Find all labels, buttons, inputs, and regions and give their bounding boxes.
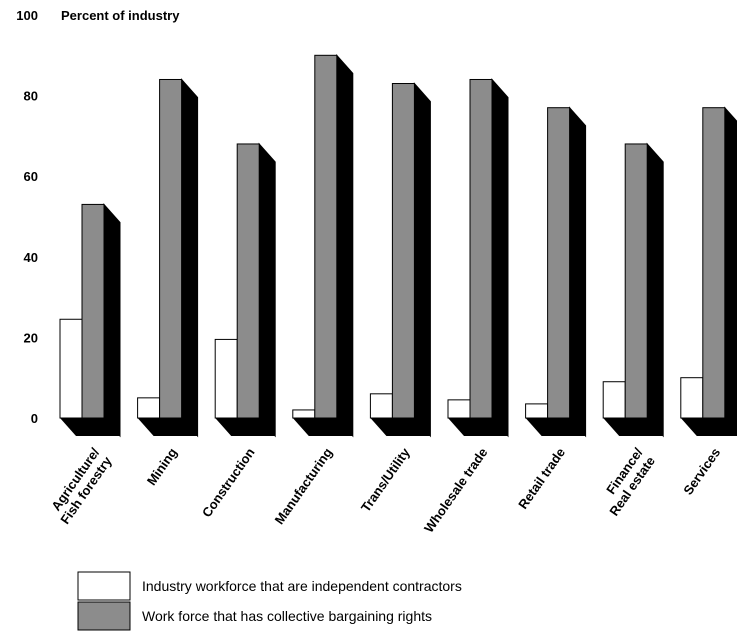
y-tick-label: 100 bbox=[16, 8, 38, 23]
bar-group bbox=[59, 203, 121, 438]
bar-floor-shadow bbox=[292, 418, 353, 436]
bar-collective-bargaining bbox=[159, 78, 183, 419]
category-label: Agriculture/Fish forestry bbox=[45, 444, 115, 526]
legend-item: Industry workforce that are independent … bbox=[77, 571, 462, 601]
category-label: Services bbox=[680, 445, 723, 497]
bar-floor-shadow bbox=[60, 418, 120, 436]
y-tick-label: 20 bbox=[24, 330, 38, 345]
y-axis-title: Percent of industry bbox=[61, 8, 180, 23]
bar-floor-shadow bbox=[370, 418, 431, 436]
category-label: Manufacturing bbox=[272, 445, 336, 527]
legend-item: Work force that has collective bargainin… bbox=[77, 601, 432, 631]
bar-floor-shadow bbox=[680, 418, 737, 436]
bar-side-shadow bbox=[336, 53, 354, 438]
legend-label: Work force that has collective bargainin… bbox=[142, 608, 432, 624]
bar-floor-shadow bbox=[525, 418, 586, 436]
bar-side-shadow bbox=[646, 142, 664, 438]
bar-collective-bargaining bbox=[547, 107, 571, 419]
bar-group bbox=[447, 78, 509, 438]
bar-side-shadow bbox=[181, 78, 199, 438]
y-axis: 0 20 40 60 80 100 Percent of industry bbox=[16, 8, 180, 426]
bar-collective-bargaining bbox=[314, 54, 338, 419]
bar-independent-contractors bbox=[137, 397, 161, 419]
bar-collective-bargaining bbox=[391, 83, 415, 419]
bar-side-shadow bbox=[258, 142, 276, 438]
bar-group bbox=[680, 106, 737, 436]
y-tick-label: 80 bbox=[24, 89, 38, 104]
bar-independent-contractors bbox=[292, 409, 316, 419]
category-label: Construction bbox=[199, 445, 258, 520]
category-label: Trans/Utility bbox=[358, 444, 413, 514]
bar-independent-contractors bbox=[214, 338, 238, 419]
bar-independent-contractors bbox=[369, 393, 393, 419]
bar-independent-contractors bbox=[59, 318, 83, 419]
bar-group bbox=[137, 78, 199, 438]
bar-side-shadow bbox=[569, 106, 587, 438]
bar-group bbox=[525, 106, 587, 438]
category-label: Wholesale trade bbox=[421, 445, 490, 535]
bar-collective-bargaining bbox=[469, 78, 493, 419]
bar-collective-bargaining bbox=[236, 143, 260, 419]
category-labels: Agriculture/Fish forestry Mining Construct… bbox=[45, 444, 723, 535]
bar-side-shadow bbox=[413, 82, 431, 438]
bar-independent-contractors bbox=[602, 381, 626, 419]
bar-floor-shadow bbox=[603, 418, 664, 436]
category-label: Finance/Real estate bbox=[594, 445, 658, 519]
bar-collective-bargaining bbox=[624, 143, 648, 419]
legend-swatch bbox=[77, 601, 131, 631]
bar-floor-shadow bbox=[448, 418, 508, 436]
y-tick-label: 40 bbox=[24, 250, 38, 265]
y-tick-label: 60 bbox=[24, 169, 38, 184]
bars bbox=[59, 53, 737, 438]
bar-side-shadow bbox=[103, 203, 121, 438]
bar-collective-bargaining bbox=[81, 203, 105, 419]
legend: Industry workforce that are independent … bbox=[77, 571, 462, 631]
legend-swatch bbox=[77, 571, 131, 601]
bar-side-shadow bbox=[491, 78, 509, 438]
bar-collective-bargaining bbox=[702, 107, 726, 419]
bar-side-shadow bbox=[724, 106, 737, 433]
category-label: Retail trade bbox=[515, 445, 568, 512]
bar-group bbox=[369, 82, 431, 438]
bar-floor-shadow bbox=[137, 418, 198, 436]
y-tick-label: 0 bbox=[31, 411, 38, 426]
bar-independent-contractors bbox=[525, 403, 549, 419]
bar-group bbox=[292, 53, 354, 438]
legend-label: Industry workforce that are independent … bbox=[142, 578, 462, 594]
category-label: Mining bbox=[144, 445, 180, 488]
bar-independent-contractors bbox=[447, 399, 471, 419]
bar-group bbox=[214, 142, 276, 438]
bar-floor-shadow bbox=[215, 418, 276, 436]
bar-group bbox=[602, 142, 664, 438]
bar-independent-contractors bbox=[680, 377, 704, 419]
